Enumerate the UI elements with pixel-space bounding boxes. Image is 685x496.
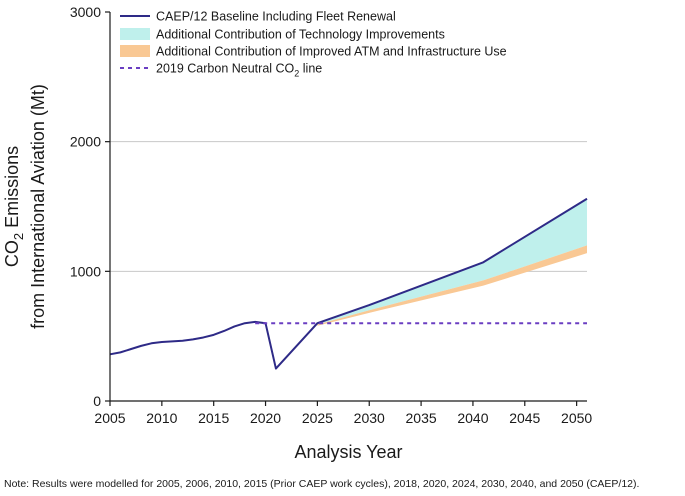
emissions-chart: 2005 2010 2015 2020 2025 2030 2035 2040 2045 2050… (2, 4, 593, 462)
axes (105, 11, 587, 406)
x-tick-label-2015: 2015 (198, 410, 229, 426)
x-tick-label-2050: 2050 (561, 410, 592, 426)
y-axis-title-line1: CO2 Emissions (2, 146, 26, 267)
x-tick-label-2005: 2005 (94, 410, 125, 426)
x-tick-label-2025: 2025 (302, 410, 333, 426)
x-axis-title: Analysis Year (294, 442, 402, 462)
legend-label-carbon-neutral: 2019 Carbon Neutral CO2 line (156, 62, 322, 79)
x-tick-label-2040: 2040 (457, 410, 488, 426)
y-tick-label-2000: 2000 (70, 134, 101, 150)
x-tick-label-2020: 2020 (250, 410, 281, 426)
tick-labels: 2005 2010 2015 2020 2025 2030 2035 2040 2045 2050… (70, 4, 593, 426)
footnote: Note: Results were modelled for 2005, 20… (4, 478, 640, 490)
legend-swatch-technology (120, 28, 150, 40)
y-tick-label-1000: 1000 (70, 263, 101, 279)
series-lines (109, 197, 588, 370)
y-tick-label-3000: 3000 (70, 4, 101, 20)
legend-label-baseline: CAEP/12 Baseline Including Fleet Renewal (156, 10, 396, 24)
x-tick-label-2030: 2030 (354, 410, 385, 426)
x-tick-label-2035: 2035 (406, 410, 437, 426)
legend-label-technology: Additional Contribution of Technology Im… (156, 28, 445, 42)
x-tick-label-2010: 2010 (146, 410, 177, 426)
band-series-2 (317, 245, 587, 326)
band-series-1 (317, 198, 587, 325)
x-tick-label-2045: 2045 (509, 410, 540, 426)
legend: CAEP/12 Baseline Including Fleet Renewal… (120, 10, 507, 79)
contribution-bands (317, 198, 587, 326)
legend-swatch-atm (120, 45, 150, 57)
line-baseline (109, 197, 588, 370)
legend-label-atm: Additional Contribution of Improved ATM … (156, 45, 507, 59)
y-axis-title-line2: from International Aviation (Mt) (28, 84, 48, 329)
y-tick-label-0: 0 (93, 393, 101, 409)
